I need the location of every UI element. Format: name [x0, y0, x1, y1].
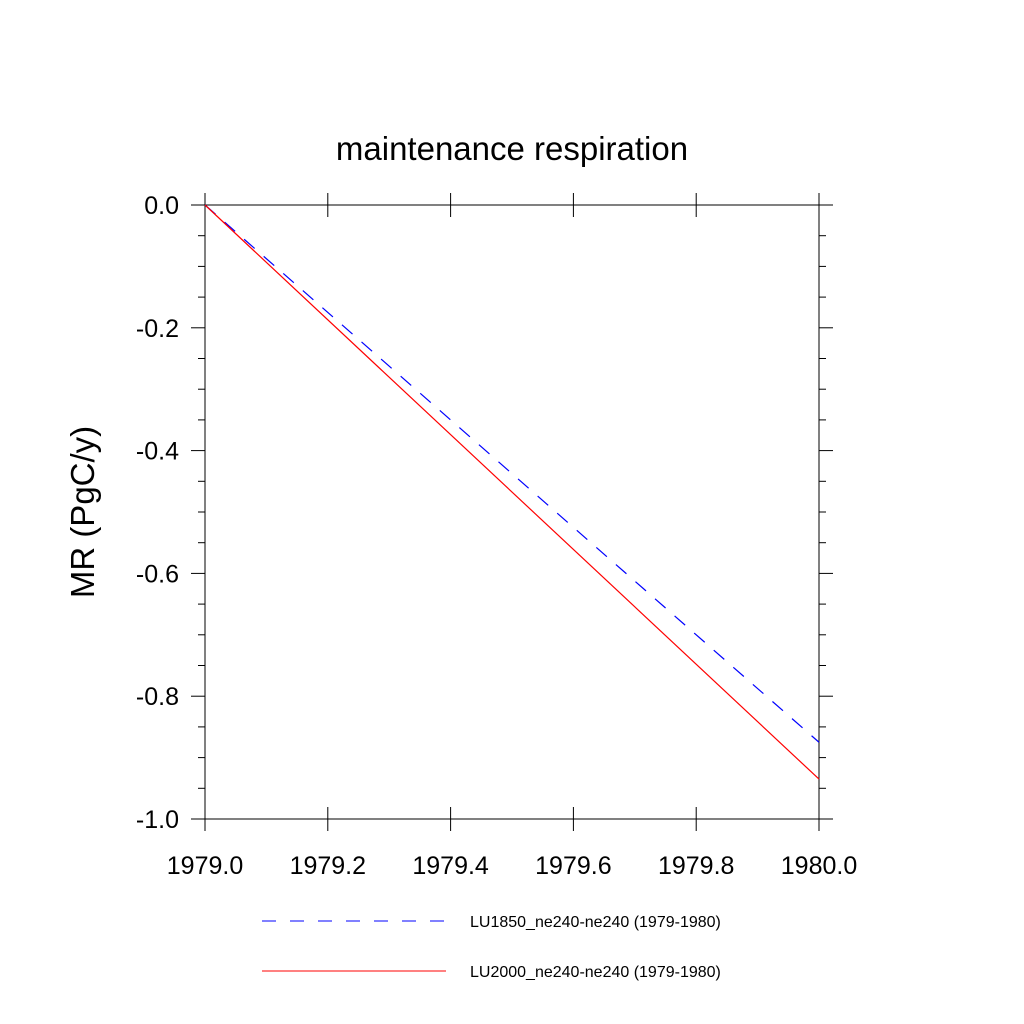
minor-ticks	[198, 235, 826, 789]
x-tick-label: 1979.0	[167, 852, 243, 880]
x-tick-label: 1979.6	[535, 852, 611, 880]
y-tick-label: -0.8	[136, 683, 179, 711]
y-tick-labels: 0.0 -0.2 -0.4 -0.6 -0.8 -1.0	[136, 192, 179, 834]
chart-title: maintenance respiration	[336, 130, 688, 167]
series-lines	[204, 204, 820, 780]
y-tick-label: -0.4	[136, 438, 179, 466]
y-tick-label: -0.6	[136, 560, 179, 588]
legend-label-2: LU2000_ne240-ne240 (1979-1980)	[470, 964, 721, 981]
plot-frame	[204, 204, 820, 820]
x-tick-label: 1979.4	[412, 852, 489, 880]
x-tick-labels: 1979.0 1979.2 1979.4 1979.6 1979.8 1980.0	[167, 852, 857, 880]
x-tick-label: 1979.8	[658, 852, 734, 880]
y-tick-label: 0.0	[144, 192, 179, 220]
x-tick-label: 1980.0	[781, 852, 857, 880]
y-axis-label: MR (PgC/y)	[64, 426, 101, 598]
series-line-1	[204, 204, 820, 743]
x-tick-label: 1979.2	[290, 852, 366, 880]
legend: LU1850_ne240-ne240 (1979-1980) LU2000_ne2…	[262, 914, 721, 981]
legend-label-1: LU1850_ne240-ne240 (1979-1980)	[470, 914, 721, 931]
y-tick-label: -0.2	[136, 315, 179, 343]
major-ticks	[191, 193, 833, 831]
series-line-2	[204, 204, 820, 780]
y-tick-label: -1.0	[136, 806, 179, 834]
